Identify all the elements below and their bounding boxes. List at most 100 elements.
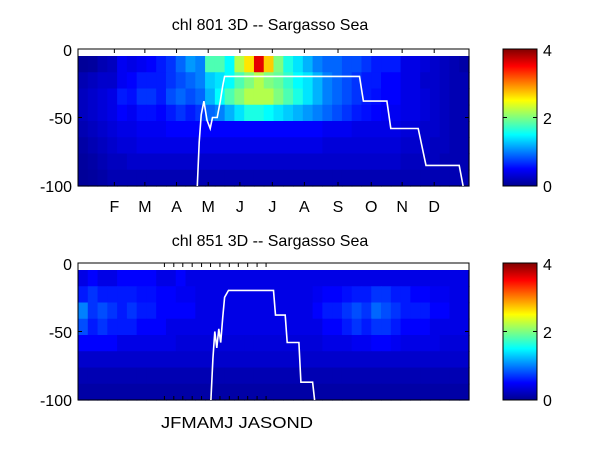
panel-1-cell: [136, 56, 148, 73]
colorbar-1-tick-0: 0: [543, 179, 552, 196]
panel-1-cell: [273, 153, 284, 171]
panel-2-cell: [459, 383, 470, 401]
panel-1-cell: [410, 88, 421, 106]
panel-1-cell: [175, 56, 187, 73]
panel-1-cell: [214, 56, 226, 73]
panel-2-cell: [224, 351, 236, 369]
panel-2-cell: [420, 351, 431, 369]
panel-1-cell: [214, 121, 226, 138]
panel-2-cell: [185, 318, 196, 336]
panel-1-cell: [293, 137, 304, 155]
panel-1-cell: [459, 56, 470, 73]
panel-2-cell: [351, 335, 363, 352]
panel-1-cell: [107, 121, 118, 138]
panel-2-cell: [107, 286, 118, 304]
panel-1-cell: [205, 153, 216, 171]
panel-1-cell: [78, 104, 89, 122]
panel-1-cell: [381, 121, 392, 138]
panel-1-cell: [156, 56, 167, 73]
panel-2-cell: [244, 367, 255, 385]
panel-1-cell: [107, 104, 118, 122]
panel-1-cell: [283, 169, 294, 187]
panel-1-cell: [214, 104, 226, 122]
panel-1-cell: [224, 72, 236, 90]
panel-1-cell: [224, 153, 236, 171]
panel-2-cell: [214, 367, 226, 385]
panel-2-cell: [107, 318, 118, 336]
panel-2-cell: [78, 270, 89, 287]
panel-2-cell: [273, 270, 284, 287]
panel-1-cell: [97, 104, 108, 122]
panel-2-cell: [400, 335, 411, 352]
panel-1-cell: [263, 88, 275, 106]
panel-2-cell: [293, 351, 304, 369]
panel-2-cell: [332, 383, 343, 401]
panel-2-cell: [400, 286, 411, 304]
panel-2-cell: [195, 383, 206, 401]
panel-1-cell: [175, 88, 187, 106]
panel-1-cell: [283, 104, 294, 122]
panel-2-cell: [302, 286, 314, 304]
panel-2-cell: [107, 302, 118, 320]
panel-2-cell: [126, 335, 138, 352]
panel-1-cell: [459, 121, 470, 138]
panel-1-cell: [312, 153, 323, 171]
panel-1-cell: [420, 88, 431, 106]
panel-1-cell: [136, 153, 148, 171]
panel-1-cell: [459, 137, 470, 155]
panel-2-cell: [332, 351, 343, 369]
panel-1-cell: [420, 169, 431, 187]
panel-1-xtick-label: J: [236, 199, 244, 216]
panel-1-cell: [420, 72, 431, 90]
panel-2-cell: [332, 302, 343, 320]
panel-1-cell: [234, 88, 245, 106]
panel-2-cell: [420, 318, 431, 336]
panel-1-cell: [185, 137, 196, 155]
panel-2-cell: [410, 318, 421, 336]
panel-2-cell: [449, 367, 460, 385]
panel-1-cell: [400, 88, 411, 106]
panel-1-cell: [205, 88, 216, 106]
panel-2-cell: [429, 351, 441, 369]
panel-1-cell: [410, 104, 421, 122]
panel-1-cell: [341, 88, 353, 106]
panel-2-cell: [205, 351, 216, 369]
panel-1-cell: [273, 104, 284, 122]
panel-1-cell: [185, 104, 196, 122]
panel-1-cell: [117, 153, 128, 171]
panel-1-cell: [381, 56, 392, 73]
panel-1-xtick-label: A: [299, 199, 310, 216]
colorbar-1-gradient: [502, 48, 538, 187]
panel-1-cell: [420, 56, 431, 73]
panel-2-cell: [351, 383, 363, 401]
panel-1-cell: [293, 104, 304, 122]
panel-2-cell: [185, 367, 196, 385]
panel-2-cell: [205, 270, 216, 287]
panel-2-cell: [244, 335, 255, 352]
panel-1-cell: [390, 137, 402, 155]
panel-2-cell: [459, 367, 470, 385]
panel-2-cell: [175, 302, 187, 320]
panel-1-cell: [253, 56, 265, 73]
panel-2-cell: [459, 318, 470, 336]
panel-2-cell: [117, 351, 128, 369]
panel-1-cell: [420, 121, 431, 138]
panel-1-cell: [361, 56, 372, 73]
panel-2-cell: [429, 286, 441, 304]
panel-2-cell: [224, 270, 236, 287]
panel-1-cell: [234, 72, 245, 90]
panel-2-cell: [293, 383, 304, 401]
panel-2-cell: [420, 302, 431, 320]
panel-2-cell: [195, 367, 206, 385]
panel-2-cell: [410, 270, 421, 287]
panel-2-cell: [136, 318, 148, 336]
panel-1-top-band: [78, 49, 469, 56]
panel-2-cell: [351, 367, 363, 385]
panel-2-cell: [175, 351, 187, 369]
panel-2-cell: [126, 270, 138, 287]
panel-1-cell: [400, 137, 411, 155]
panel-1-cell: [371, 169, 382, 187]
panel-1-cell: [283, 72, 294, 90]
panel-1-cell: [439, 72, 451, 90]
panel-2-cell: [400, 367, 411, 385]
